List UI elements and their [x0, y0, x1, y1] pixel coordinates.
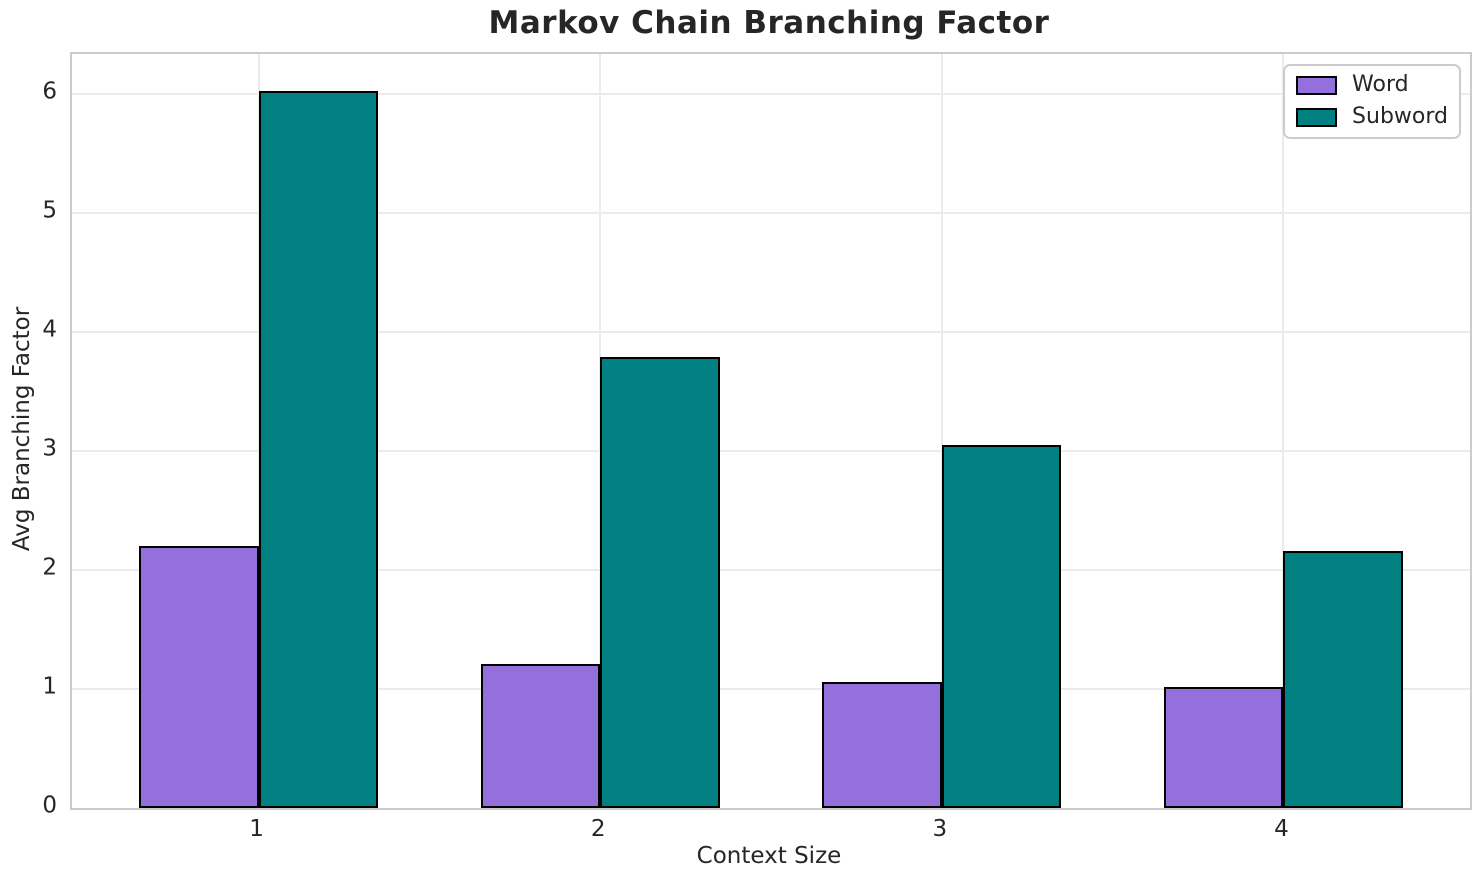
bar-word-3 [822, 681, 942, 808]
legend-swatch-subword [1296, 107, 1338, 127]
bar-subword-2 [600, 357, 720, 808]
x-tick-label-2: 2 [590, 816, 606, 842]
y-tick-label-4: 4 [42, 316, 57, 343]
bar-subword-4 [1283, 551, 1404, 808]
x-tick-label-4: 4 [1274, 816, 1289, 842]
x-tick-label-1: 1 [249, 816, 264, 842]
x-gridline-4 [1282, 54, 1285, 808]
legend-item-word: Word [1296, 72, 1448, 97]
legend: Word Subword [1283, 64, 1461, 140]
x-axis-label: Context Size [696, 843, 842, 869]
legend-swatch-word [1296, 75, 1338, 95]
legend-item-subword: Subword [1296, 104, 1448, 130]
plot-area: Word Subword [70, 52, 1472, 810]
y-gridline-4 [72, 331, 1470, 334]
bar-subword-3 [941, 445, 1062, 808]
bar-word-1 [138, 546, 259, 808]
y-gridline-6 [72, 93, 1470, 96]
y-gridline-3 [72, 450, 1470, 453]
y-gridline-5 [72, 212, 1470, 215]
bar-subword-1 [258, 90, 379, 808]
y-tick-label-0: 0 [42, 792, 57, 819]
bar-word-2 [480, 664, 601, 808]
x-tick-label-3: 3 [932, 816, 948, 842]
x-gridline-3 [940, 54, 943, 808]
bar-word-4 [1163, 686, 1284, 808]
y-gridline-2 [72, 569, 1470, 572]
legend-label-subword: Subword [1352, 104, 1448, 130]
y-gridline-1 [72, 688, 1470, 691]
y-tick-labels: 0 1 2 3 4 5 6 [0, 52, 57, 817]
y-tick-label-2: 2 [42, 554, 57, 581]
y-tick-label-6: 6 [42, 78, 57, 105]
chart-title: Markov Chain Branching Factor [488, 5, 1050, 41]
x-tick-labels: 1 2 3 4 [70, 815, 1468, 843]
y-tick-label-3: 3 [42, 435, 57, 462]
y-tick-label-1: 1 [42, 673, 57, 700]
y-tick-label-5: 5 [42, 197, 57, 224]
legend-label-word: Word [1352, 72, 1409, 97]
